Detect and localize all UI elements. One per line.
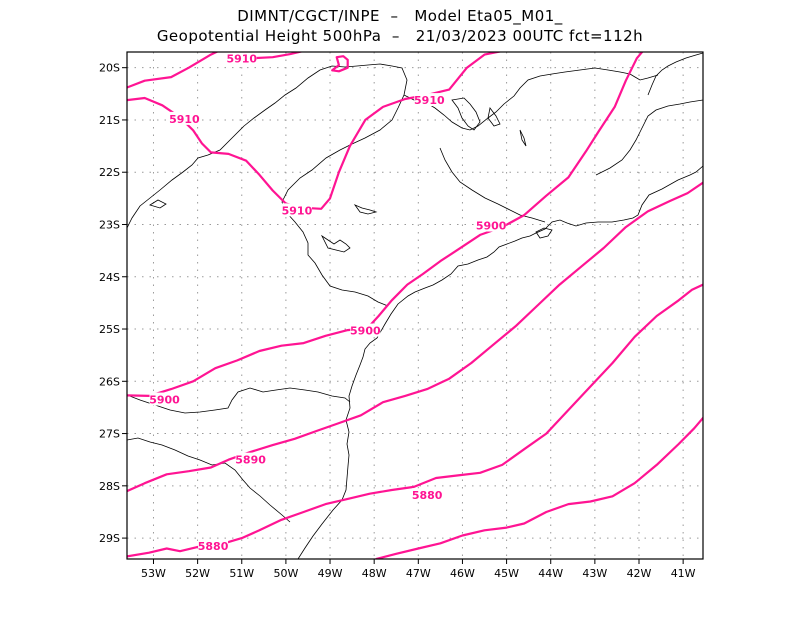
contour-label-background <box>414 93 445 107</box>
state-border <box>595 99 703 176</box>
contour-label: 5900 <box>476 220 507 233</box>
contour-label-background <box>412 488 443 502</box>
contour-label-background <box>476 218 507 232</box>
contour-line-5880 <box>375 416 703 559</box>
x-tick-label: 46W <box>450 567 475 580</box>
lat-lon-gridlines <box>127 52 703 559</box>
contour-line-5910 <box>127 52 219 89</box>
contour-label-background <box>149 392 180 406</box>
contour-label-background <box>198 538 229 552</box>
y-tick-label: 24S <box>99 271 120 284</box>
reservoir <box>487 107 501 127</box>
contour-line-5910 <box>331 55 349 73</box>
geopotential-contours <box>127 52 703 559</box>
map-title-line-2: Geopotential Height 500hPa – 21/03/2023 … <box>156 27 644 45</box>
contour-line-5900 <box>127 52 644 397</box>
y-tick-label: 25S <box>99 323 120 336</box>
x-tick-label: 41W <box>671 567 696 580</box>
reservoir <box>149 199 167 209</box>
contour-label-background <box>350 323 381 337</box>
contour-label-background <box>235 452 266 466</box>
contour-label: 5880 <box>198 540 229 553</box>
contour-label: 5900 <box>149 394 180 407</box>
x-tick-label: 45W <box>494 567 519 580</box>
state-border <box>403 67 659 131</box>
x-tick-label: 44W <box>538 567 563 580</box>
reservoir <box>519 129 527 147</box>
y-tick-label: 21S <box>99 114 120 127</box>
y-tick-label: 22S <box>99 166 120 179</box>
contour-label: 5890 <box>235 454 266 467</box>
state-border <box>647 52 703 96</box>
contour-label: 5910 <box>282 204 313 217</box>
map-frame <box>126 51 704 560</box>
reservoir <box>353 204 378 215</box>
x-tick-label: 53W <box>141 567 166 580</box>
x-tick-label: 47W <box>406 567 431 580</box>
y-tick-label: 26S <box>99 375 120 388</box>
longitude-tick-labels: 53W 52W 51W 50W 49W 48W 47W 46W 45W 44W 43W 42W 41W <box>141 559 696 580</box>
x-tick-label: 42W <box>627 567 652 580</box>
contour-label: 5900 <box>350 325 381 338</box>
x-tick-label: 49W <box>318 567 343 580</box>
contour-label-background <box>226 51 257 65</box>
state-border <box>127 63 408 307</box>
contour-label: 5880 <box>412 489 443 502</box>
x-tick-label: 43W <box>582 567 607 580</box>
state-border <box>127 387 351 414</box>
x-tick-label: 48W <box>362 567 387 580</box>
contour-line-5880 <box>127 283 703 558</box>
reservoir <box>320 234 351 253</box>
contour-label: 5910 <box>414 94 445 107</box>
y-tick-label: 20S <box>99 62 120 75</box>
coastline-and-borders <box>127 52 703 559</box>
y-tick-label: 27S <box>99 428 120 441</box>
contour-line-5890 <box>127 181 703 493</box>
latitude-tick-labels: 20S 21S 22S 23S 24S 25S 26S 27S 28S 29S <box>99 62 127 545</box>
contour-label: 5910 <box>169 113 200 126</box>
x-tick-label: 51W <box>229 567 254 580</box>
map-title-line-1: DIMNT/CGCT/INPE – Model Eta05_M01_ <box>237 7 563 25</box>
reservoir <box>451 97 481 131</box>
bay <box>535 227 553 239</box>
y-tick-label: 28S <box>99 480 120 493</box>
x-tick-label: 50W <box>273 567 298 580</box>
contour-label-background <box>281 203 312 217</box>
x-tick-label: 52W <box>185 567 210 580</box>
contour-label: 5910 <box>226 52 257 65</box>
y-tick-label: 23S <box>99 218 120 231</box>
coastline <box>297 165 703 559</box>
contour-line-5910 <box>127 52 503 210</box>
y-tick-label: 29S <box>99 532 120 545</box>
contour-label-background <box>169 111 200 125</box>
contour-labels: 5910 5910 5910 5910 5900 5900 5900 5890 5880 5880 <box>149 51 507 553</box>
